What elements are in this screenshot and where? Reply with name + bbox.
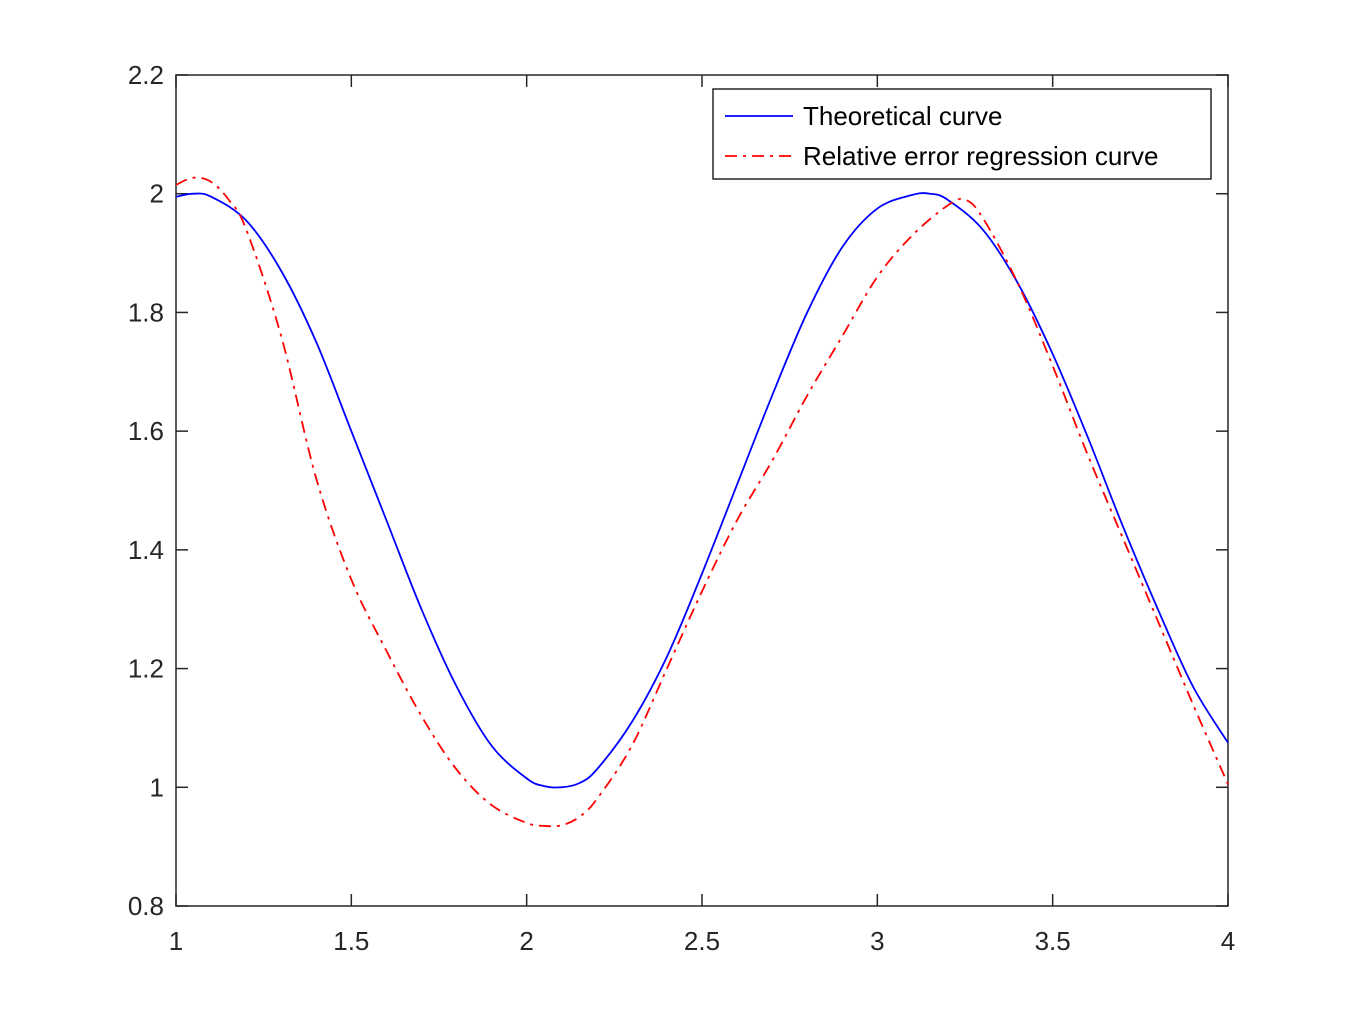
y-tick-labels: 0.8 1 1.2 1.4 1.6 1.8 2 2.2 [128, 60, 164, 921]
regression-curve-line [175, 176, 1229, 828]
y-tick-label: 1.2 [128, 654, 164, 684]
x-tick-labels: 1 1.5 2 2.5 3 3.5 4 [169, 926, 1235, 956]
plot-area: 1 1.5 2 2.5 3 3.5 4 0.811.21.41.61.822.2 Theor… [128, 60, 1235, 956]
legend-entry-label: Relative error regression curve [803, 141, 1158, 171]
x-tick-label: 1.5 [333, 926, 369, 956]
series-lines [175, 176, 1229, 828]
x-tick-label: 2.5 [684, 926, 720, 956]
axes-frame [175, 74, 1229, 907]
x-tick-label: 1 [169, 926, 183, 956]
y-tick-label: 1.6 [128, 416, 164, 446]
legend-box [712, 88, 1212, 180]
legend: Theoretical curve Relative error regressi… [712, 88, 1212, 180]
y-tick-label: 2.2 [128, 60, 164, 90]
axis-ticks [175, 74, 1229, 907]
y-tick-label: 1 [150, 772, 164, 802]
x-tick-label: 2 [519, 926, 533, 956]
y-tick-label: 2 [150, 179, 164, 209]
theoretical-curve-line [175, 192, 1229, 789]
x-tick-label: 3.5 [1035, 926, 1071, 956]
y-tick-label: 1.4 [128, 535, 164, 565]
y-tick-label: 1.8 [128, 297, 164, 327]
legend-entry-label: Theoretical curve [803, 101, 1002, 131]
x-tick-label: 3 [870, 926, 884, 956]
y-tick-label: 0.8 [128, 891, 164, 921]
x-tick-label: 4 [1221, 926, 1235, 956]
